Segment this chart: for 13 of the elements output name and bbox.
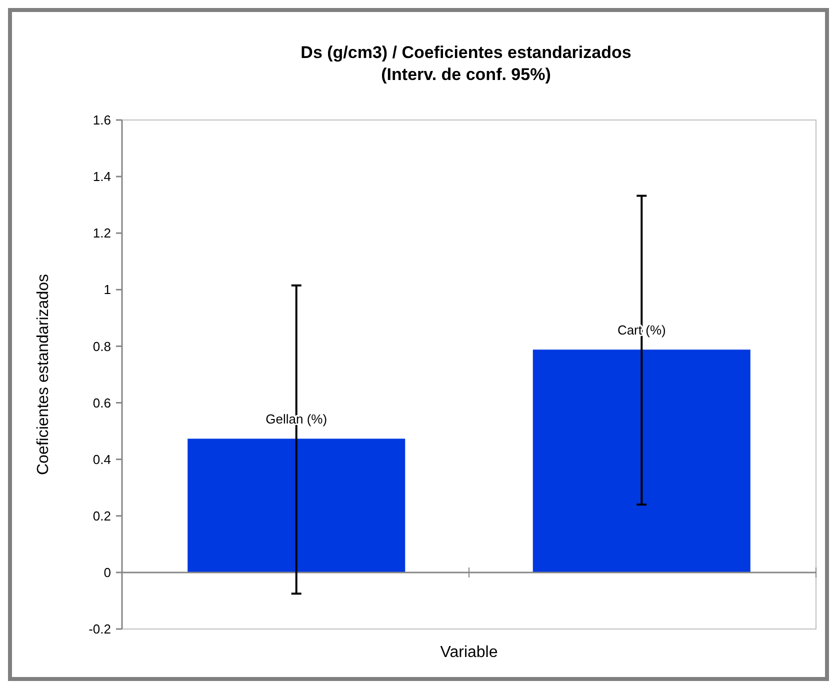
chart-title: Ds (g/cm3) / Coeficientes estandarizados (Interv. de conf. 95%) xyxy=(300,43,632,84)
y-axis-title: Coeficientes estandarizados xyxy=(35,274,52,476)
y-tick-label: 0.2 xyxy=(92,508,111,524)
y-tick-label: 0.6 xyxy=(92,395,111,410)
x-axis-title: Variable xyxy=(440,644,498,661)
y-tick-label: 1 xyxy=(104,282,111,298)
y-tick-label: 0.4 xyxy=(92,452,111,467)
y-tick-label: 0 xyxy=(104,564,111,580)
y-tick-label: 0.8 xyxy=(92,338,111,354)
y-tick-label: 1.6 xyxy=(92,112,111,128)
y-tick-label: -0.2 xyxy=(88,622,111,637)
y-tick-label: 1.4 xyxy=(92,169,111,184)
y-tick-label: 1.2 xyxy=(92,226,111,241)
